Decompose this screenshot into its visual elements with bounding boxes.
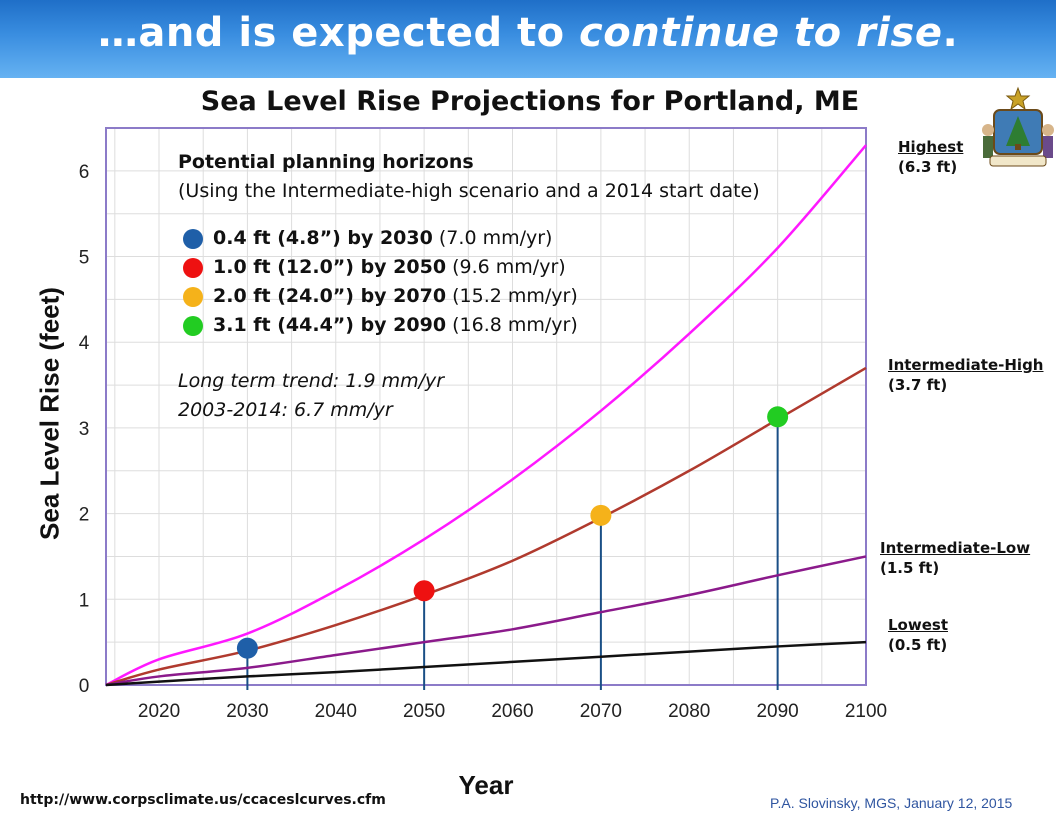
x-tick-label: 2030 (226, 701, 268, 722)
horizon-item: 2.0 ft (24.0”) by 2070 (15.2 mm/yr) (178, 282, 760, 311)
annotation-heading: Potential planning horizons (178, 151, 474, 173)
scenario-label-intermediate-high: Intermediate-High (3.7 ft) (888, 356, 1044, 394)
x-tick-label: 2070 (580, 701, 622, 722)
data-point-marker (590, 504, 612, 526)
y-tick-label: 2 (79, 505, 90, 526)
data-point-marker (413, 580, 435, 602)
x-tick-label: 2050 (403, 701, 445, 722)
x-axis-label: Year (458, 770, 514, 800)
data-point-marker (767, 406, 789, 428)
horizon-item: 0.4 ft (4.8”) by 2030 (7.0 mm/yr) (178, 224, 760, 253)
x-tick-label: 2100 (845, 701, 887, 722)
y-tick-label: 4 (79, 333, 90, 354)
x-tick-label: 2020 (138, 701, 180, 722)
horizon-item: 1.0 ft (12.0”) by 2050 (9.6 mm/yr) (178, 253, 760, 282)
green-dot-icon (183, 315, 203, 336)
y-tick-label: 3 (79, 419, 90, 440)
data-point-marker (236, 637, 258, 659)
blue-dot-icon (183, 228, 203, 249)
planning-horizons-annotation: Potential planning horizons (Using the I… (178, 148, 760, 425)
maine-state-seal-icon (982, 86, 1054, 167)
x-tick-label: 2080 (668, 701, 710, 722)
x-tick-label: 2060 (491, 701, 533, 722)
y-axis-label: Sea Level Rise (feet) (34, 287, 65, 540)
orange-dot-icon (183, 286, 203, 307)
series-line-lowest (105, 640, 867, 687)
y-tick-label: 0 (79, 676, 90, 697)
scenario-label-highest: Highest (6.3 ft) (898, 138, 964, 176)
y-tick-label: 6 (79, 162, 90, 183)
y-tick-label: 5 (79, 248, 90, 269)
author-credit: P.A. Slovinsky, MGS, January 12, 2015 (770, 795, 1013, 811)
header-banner: …and is expected to continue to rise. (0, 0, 1056, 78)
trend-recent: 2003-2014: 6.7 mm/yr (178, 399, 393, 421)
scenario-label-intermediate-low: Intermediate-Low (1.5 ft) (880, 539, 1031, 577)
x-tick-label: 2090 (756, 701, 798, 722)
horizon-item: 3.1 ft (44.4”) by 2090 (16.8 mm/yr) (178, 311, 760, 340)
y-tick-label: 1 (79, 590, 90, 611)
source-url: http://www.corpsclimate.us/ccaceslcurves… (20, 792, 386, 808)
x-tick-label: 2040 (315, 701, 357, 722)
chart-title: Sea Level Rise Projections for Portland,… (200, 86, 860, 117)
series-line-intermediate-high (105, 366, 867, 687)
slide-title: …and is expected to continue to rise. (97, 10, 959, 56)
annotation-subheading: (Using the Intermediate-high scenario an… (178, 180, 760, 202)
series-line-highest (105, 144, 867, 687)
scenario-label-lowest: Lowest (0.5 ft) (888, 616, 948, 654)
trend-long-term: Long term trend: 1.9 mm/yr (178, 370, 445, 392)
red-dot-icon (183, 257, 203, 278)
plot-area (106, 128, 866, 685)
series-line-intermediate-low (105, 555, 867, 687)
plot-frame (105, 127, 867, 686)
